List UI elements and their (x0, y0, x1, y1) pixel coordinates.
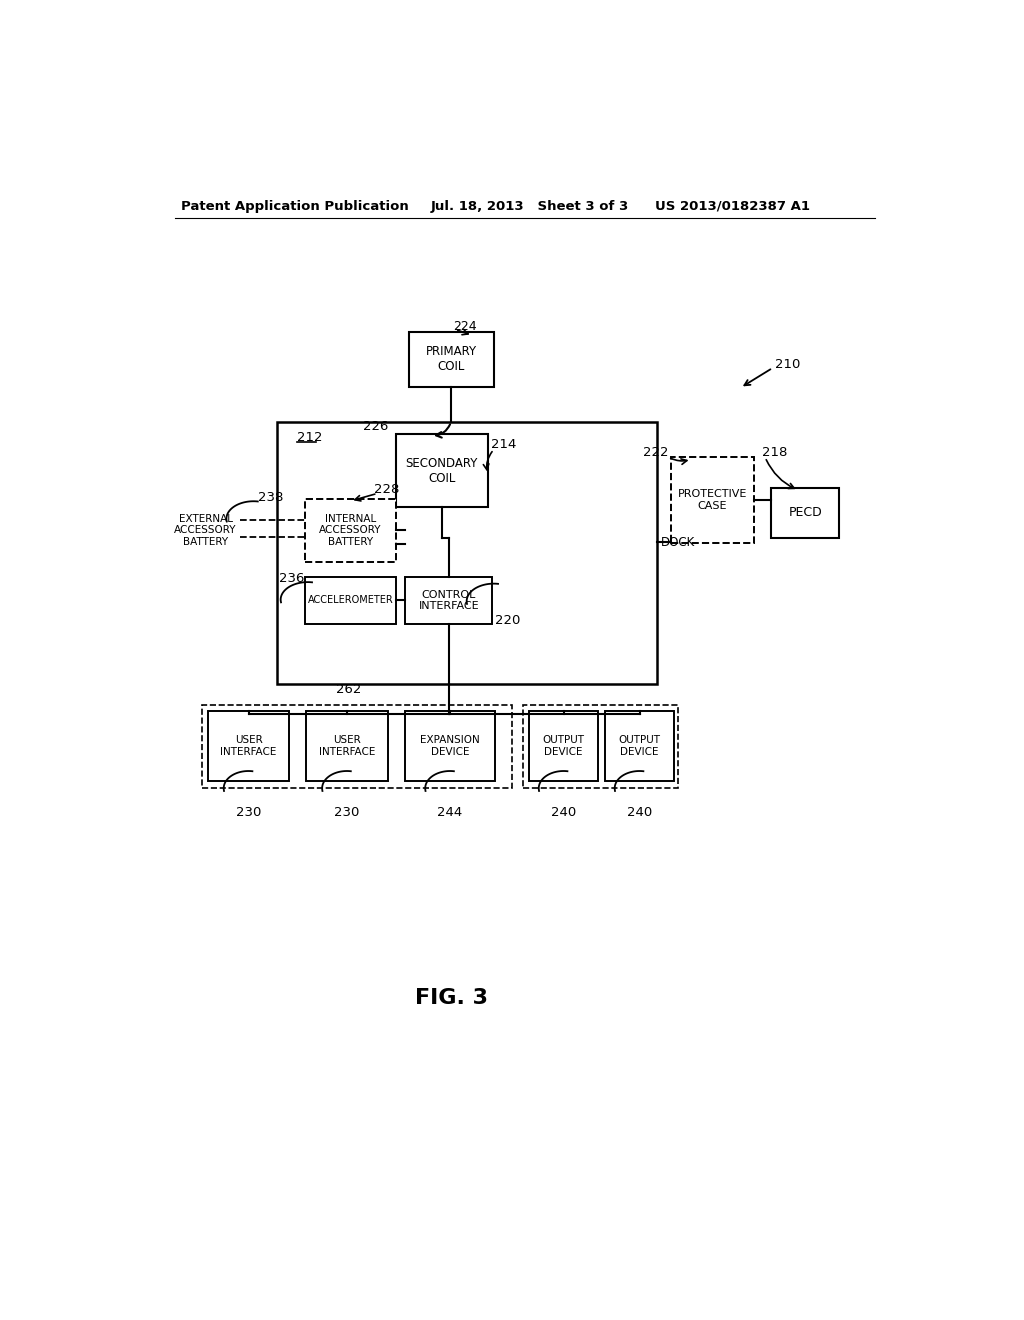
Text: 240: 240 (627, 807, 652, 820)
Text: 262: 262 (336, 684, 361, 696)
Text: PECD: PECD (788, 507, 822, 520)
Text: 236: 236 (280, 572, 305, 585)
Bar (305, 499, 396, 562)
Text: CONTROL
INTERFACE: CONTROL INTERFACE (419, 590, 479, 611)
Bar (406, 577, 493, 624)
Bar (406, 711, 495, 780)
Bar (605, 711, 674, 780)
Text: Patent Application Publication: Patent Application Publication (180, 199, 409, 213)
Bar (305, 577, 396, 624)
Bar (208, 711, 289, 780)
Text: EXPANSION
DEVICE: EXPANSION DEVICE (420, 735, 480, 756)
Bar (396, 434, 487, 507)
Bar (523, 705, 678, 788)
Text: EXTERNAL
ACCESSORY
BATTERY: EXTERNAL ACCESSORY BATTERY (174, 513, 237, 546)
Text: 220: 220 (496, 614, 521, 627)
Text: INTERNAL
ACCESSORY
BATTERY: INTERNAL ACCESSORY BATTERY (319, 513, 382, 546)
Text: Jul. 18, 2013   Sheet 3 of 3: Jul. 18, 2013 Sheet 3 of 3 (430, 199, 629, 213)
Text: FIG. 3: FIG. 3 (415, 987, 487, 1007)
Bar (202, 705, 512, 788)
Text: SECONDARY
COIL: SECONDARY COIL (406, 457, 478, 484)
Text: US 2013/0182387 A1: US 2013/0182387 A1 (655, 199, 810, 213)
Text: USER
INTERFACE: USER INTERFACE (220, 735, 276, 756)
Text: 244: 244 (437, 807, 463, 820)
Text: PROTECTIVE
CASE: PROTECTIVE CASE (678, 490, 748, 511)
Text: 230: 230 (334, 807, 359, 820)
Text: 214: 214 (490, 438, 516, 451)
Bar (671, 457, 755, 544)
Text: 228: 228 (375, 483, 399, 496)
Text: OUTPUT
DEVICE: OUTPUT DEVICE (543, 735, 585, 756)
Text: 226: 226 (364, 420, 388, 433)
Bar (529, 711, 598, 780)
Text: DOCK: DOCK (660, 536, 694, 549)
Text: 238: 238 (258, 491, 284, 504)
Bar (771, 488, 840, 539)
Text: 212: 212 (297, 430, 323, 444)
Text: 222: 222 (643, 446, 669, 459)
Bar (409, 331, 494, 387)
Text: ACCELEROMETER: ACCELEROMETER (307, 595, 393, 606)
Text: 210: 210 (775, 358, 801, 371)
Bar (306, 711, 388, 780)
Text: 218: 218 (762, 446, 787, 459)
Text: USER
INTERFACE: USER INTERFACE (318, 735, 375, 756)
Text: 230: 230 (236, 807, 261, 820)
Text: PRIMARY
COIL: PRIMARY COIL (426, 346, 477, 374)
Text: 224: 224 (454, 319, 477, 333)
Bar (276, 422, 656, 684)
Text: 240: 240 (551, 807, 577, 820)
Text: OUTPUT
DEVICE: OUTPUT DEVICE (618, 735, 660, 756)
